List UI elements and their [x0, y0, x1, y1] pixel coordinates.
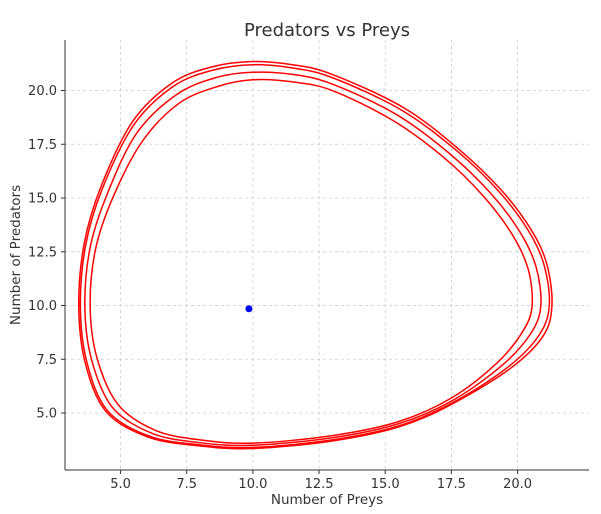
x-tick-label: 20.0 — [503, 477, 532, 492]
y-tick-label: 7.5 — [36, 353, 57, 368]
y-tick-label: 20.0 — [28, 84, 57, 99]
orbit-cycle-3 — [79, 63, 551, 449]
orbit-cycle-2 — [84, 71, 542, 447]
series-layer — [78, 60, 553, 450]
grid — [65, 40, 589, 470]
x-tick-label: 15.0 — [371, 477, 400, 492]
y-tick-label: 10.0 — [28, 299, 57, 314]
y-tick-label: 12.5 — [28, 245, 57, 260]
y-tick-label: 17.5 — [28, 138, 57, 153]
x-tick-label: 17.5 — [437, 477, 466, 492]
x-tick-label: 12.5 — [305, 477, 334, 492]
ticks-layer: 5.0 7.5 10.0 12.5 15.0 17.5 20.0 5.0 7.5 10.0 12.5… — [28, 84, 532, 492]
x-tick-label: 5.0 — [110, 477, 131, 492]
y-axis-label: Number of Predators — [8, 185, 24, 325]
y-tick-label: 15.0 — [28, 192, 57, 207]
orbit-cycle-1 — [89, 78, 534, 445]
chart-title: Predators vs Preys — [244, 20, 410, 41]
y-tick-label: 5.0 — [36, 407, 57, 422]
points-layer — [245, 305, 253, 313]
x-tick-label: 7.5 — [176, 477, 197, 492]
x-tick-label: 10.0 — [238, 477, 267, 492]
x-axis-label: Number of Preys — [271, 492, 383, 508]
orbit-cycle-4 — [78, 60, 553, 450]
axes — [64, 40, 589, 471]
equilibrium-point — [245, 305, 253, 313]
